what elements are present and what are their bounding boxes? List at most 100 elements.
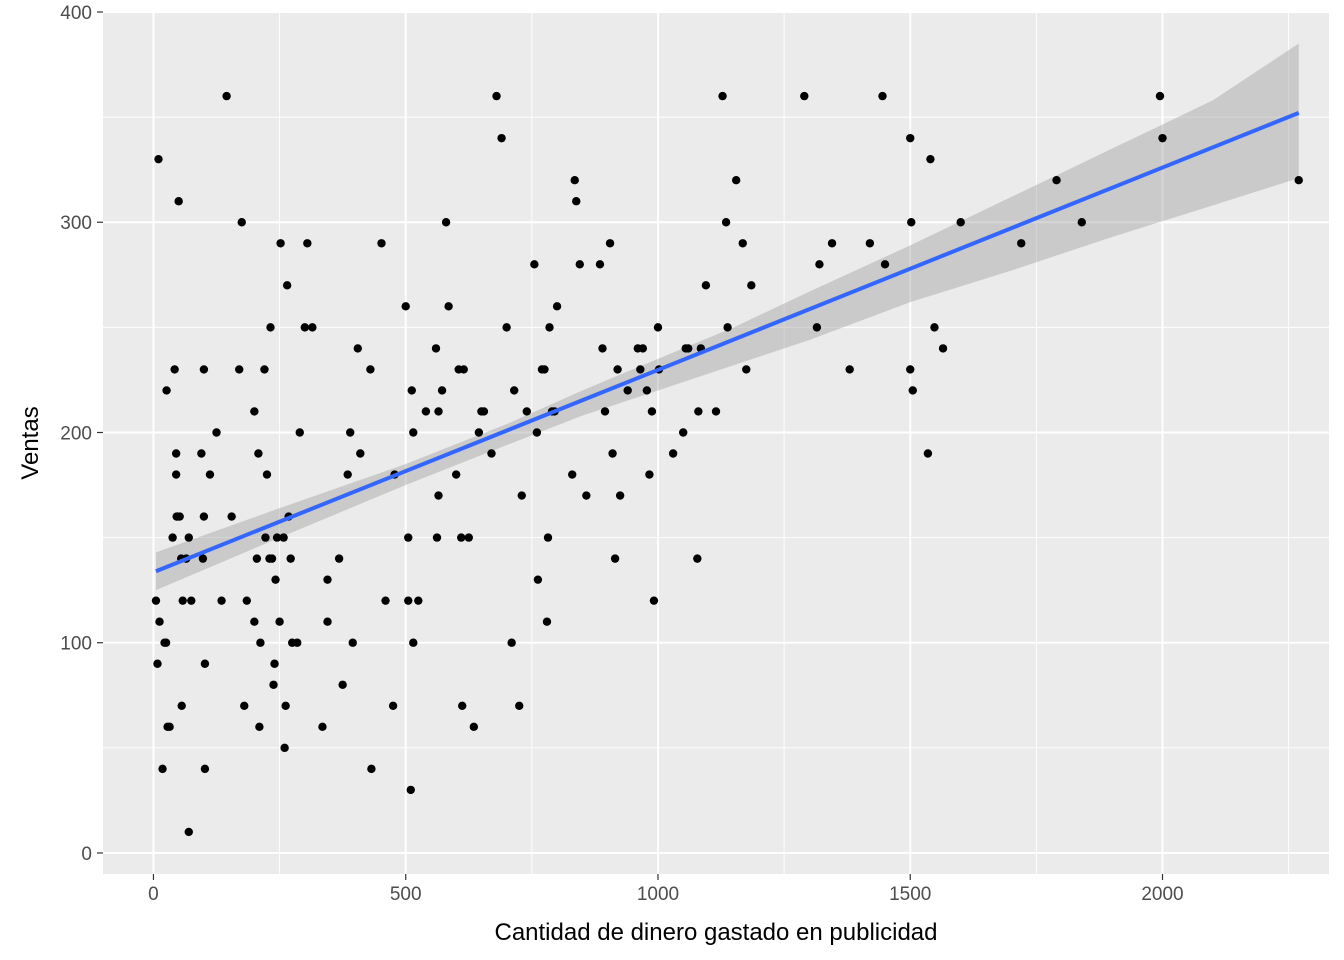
data-point [198,554,208,563]
data-point [497,133,506,143]
data-point [474,428,484,437]
major-gridlines [103,11,1329,874]
data-point [276,239,285,248]
data-point [908,386,917,395]
data-point [570,175,579,185]
data-point [242,596,251,605]
data-point [255,722,264,732]
data-point [1294,175,1303,185]
data-point [165,722,174,732]
data-point [502,323,511,332]
data-point [353,344,362,353]
data-point [151,596,161,605]
data-point [878,91,887,101]
data-point [409,638,418,647]
data-point [200,764,210,774]
data-point [575,260,584,269]
data-point [212,428,221,437]
data-point [388,701,398,711]
data-point [530,260,539,269]
data-point [178,596,187,605]
data-point [240,701,249,711]
data-point [434,491,443,500]
data-point [845,365,854,374]
data-point [367,764,376,774]
data-point [615,491,625,500]
data-point [197,449,206,458]
data-point [338,680,347,689]
x-axis-title: Cantidad de dinero gastado en publicidad [494,919,937,946]
data-point [343,470,352,479]
data-point [595,260,605,269]
data-point [598,344,607,353]
data-point [1052,175,1061,185]
y-axis-title: Ventas [17,406,44,479]
data-point [479,407,489,416]
data-point [250,407,259,416]
data-point [381,596,390,605]
y-tick-label: 400 [60,3,92,24]
regression-line [155,111,1300,574]
data-point [262,470,272,479]
data-point [266,323,275,332]
data-point [880,260,890,269]
data-point [693,554,702,563]
data-point [222,91,231,101]
data-point [295,428,304,437]
data-point [171,449,181,458]
data-point [723,323,732,332]
data-point [827,239,837,248]
data-point [269,680,278,689]
data-point [694,407,703,416]
confidence-band [155,43,1299,591]
data-point [638,344,648,353]
data-point [323,575,332,584]
data-point [487,449,496,458]
data-point [459,365,468,374]
data-point [252,554,262,563]
data-point [184,827,193,837]
data-point [227,512,236,521]
data-point [711,407,721,416]
data-point [404,596,413,605]
data-point [469,722,479,732]
data-point [956,218,965,227]
data-point [348,638,357,647]
data-point [267,554,277,563]
data-point [613,365,622,374]
data-point [366,365,375,374]
data-point [175,512,184,521]
data-point [217,596,226,605]
data-point [623,386,632,395]
data-point [800,91,809,101]
data-point [1017,239,1026,248]
data-point [582,491,591,500]
plot-panel [103,12,1329,874]
data-point [533,575,543,584]
data-point [552,302,562,311]
data-point [701,281,711,290]
data-point [254,449,263,458]
data-point [507,638,516,647]
y-axis-ticks: 0 100 200 300 400 [60,3,103,865]
data-point [600,407,610,416]
data-point [270,659,279,668]
data-point [540,365,549,374]
data-point [161,638,171,647]
data-point [168,533,177,542]
data-point [457,533,466,542]
data-point [260,365,269,374]
data-point [721,218,731,227]
data-point [517,491,526,500]
x-tick-label: 2000 [1141,884,1183,905]
data-point [261,533,270,542]
data-point [668,449,678,458]
data-point [356,449,365,458]
data-point [649,596,659,605]
data-point [404,533,413,542]
data-point [171,470,181,479]
data-point [293,638,302,647]
data-point [509,386,519,395]
data-point [303,239,312,248]
